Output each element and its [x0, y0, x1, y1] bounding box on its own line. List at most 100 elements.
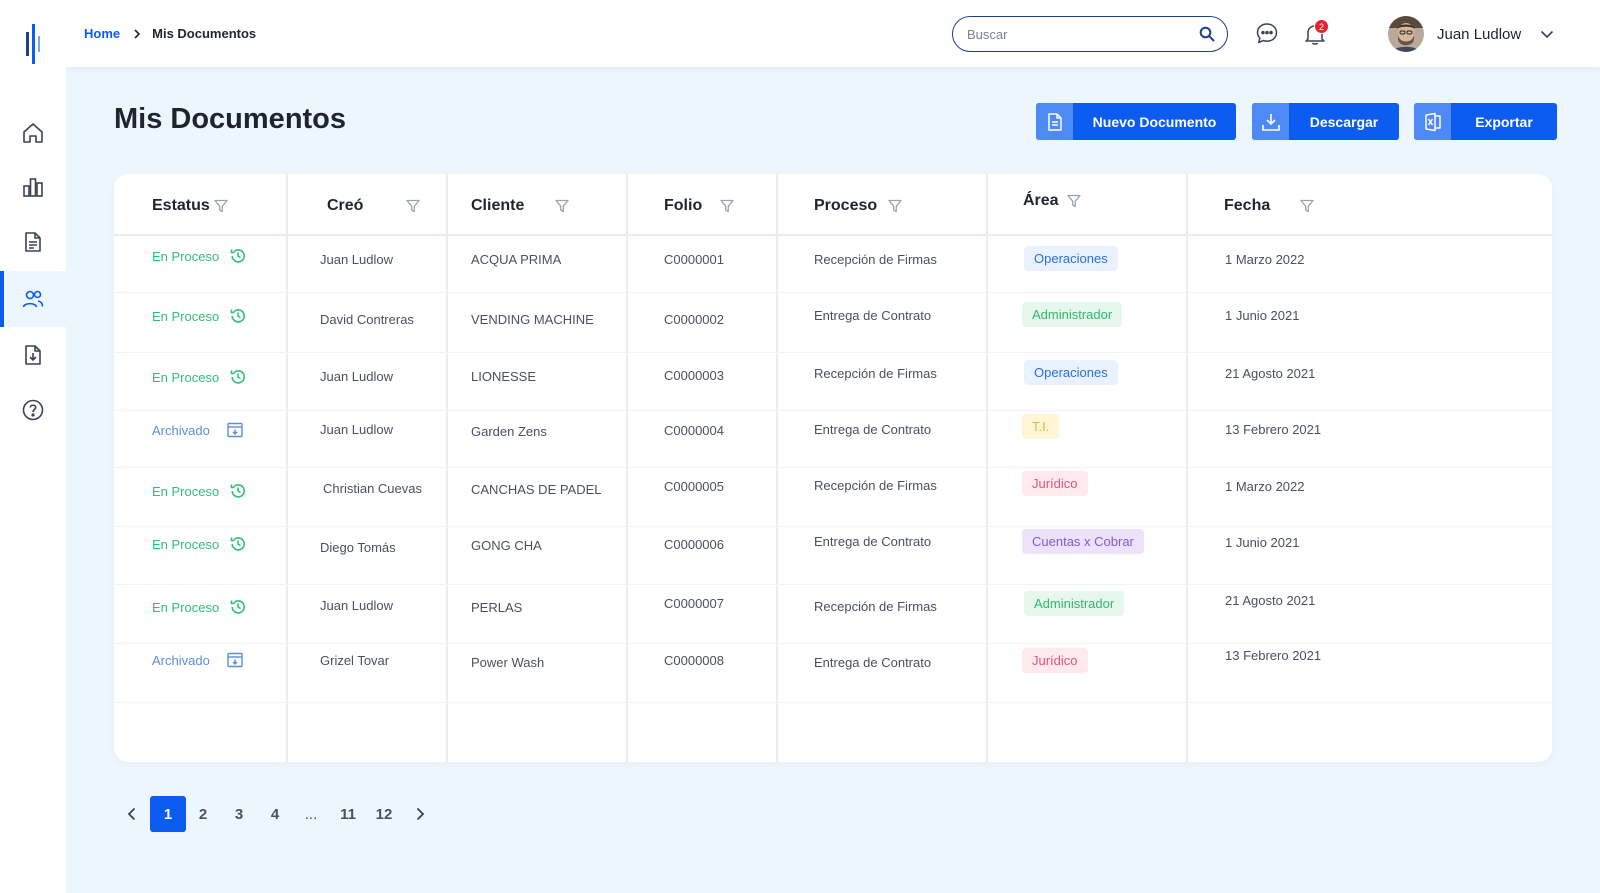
table-cell-creator: Diego Tomás: [320, 540, 396, 555]
column-header-estatus[interactable]: Estatus: [152, 197, 210, 214]
chat-icon[interactable]: [1254, 21, 1280, 47]
status-label: En Proceso: [152, 599, 220, 615]
row-divider: [114, 584, 1552, 585]
table-cell-process: Entrega de Contrato: [814, 655, 932, 670]
breadcrumb-home-link[interactable]: Home: [84, 26, 121, 41]
sidebar-item-users[interactable]: [0, 271, 66, 327]
filter-icon[interactable]: [888, 199, 902, 213]
download-button[interactable]: Descargar: [1252, 103, 1399, 140]
filter-icon[interactable]: [1300, 199, 1314, 213]
pagination-next-icon[interactable]: [412, 806, 428, 822]
area-tag: Operaciones: [1024, 246, 1118, 271]
sidebar-item-help[interactable]: [0, 382, 66, 438]
status-badge[interactable]: En Proceso: [152, 368, 247, 386]
avatar[interactable]: [1388, 16, 1424, 52]
table-cell-client: Garden Zens: [471, 424, 547, 439]
excel-icon: [1424, 112, 1441, 131]
row-divider: [114, 467, 1552, 468]
table-cell-date: 1 Junio 2021: [1225, 535, 1300, 550]
breadcrumb-current: Mis Documentos: [152, 26, 257, 41]
table-cell-client: ACQUA PRIMA: [471, 252, 562, 267]
table-cell-client: Power Wash: [471, 655, 545, 670]
column-divider: [986, 174, 988, 762]
status-badge[interactable]: En Proceso: [152, 482, 247, 500]
search-icon[interactable]: [1199, 26, 1215, 42]
table-cell-creator: David Contreras: [320, 312, 414, 327]
status-badge[interactable]: Archivado: [152, 651, 244, 669]
table-cell-process: Recepción de Firmas: [814, 366, 937, 381]
pagination-page-11[interactable]: 11: [340, 805, 356, 823]
status-badge[interactable]: En Proceso: [152, 247, 247, 265]
page-title: Mis Documentos: [114, 103, 347, 135]
pagination-page-3[interactable]: 3: [234, 805, 244, 823]
pagination-page-4[interactable]: 4: [270, 805, 280, 823]
table-cell-process: Entrega de Contrato: [814, 308, 932, 323]
column-header-proceso[interactable]: Proceso: [814, 197, 878, 214]
table-cell-client: GONG CHA: [471, 538, 542, 553]
home-icon: [23, 123, 43, 143]
filter-icon[interactable]: [1067, 194, 1081, 208]
top-header: Home Mis Documentos 2 Juan Ludlow: [66, 0, 1600, 67]
new-document-label: Nuevo Documento: [1092, 113, 1217, 130]
table-cell-date: 13 Febrero 2021: [1225, 422, 1322, 437]
status-label: En Proceso: [152, 369, 220, 385]
area-tag: Administrador: [1022, 302, 1123, 327]
sidebar-item-home[interactable]: [0, 105, 66, 161]
history-icon: [230, 249, 246, 263]
column-header-folio[interactable]: Folio: [664, 197, 703, 214]
notification-badge: 2: [1314, 19, 1329, 34]
column-header-creo[interactable]: Creó: [327, 197, 364, 214]
pagination-prev-icon[interactable]: [124, 806, 140, 822]
app-logo[interactable]: [24, 22, 42, 66]
status-badge[interactable]: En Proceso: [152, 535, 247, 553]
new-document-button[interactable]: Nuevo Documento: [1036, 103, 1236, 140]
table-cell-process: Recepción de Firmas: [814, 478, 937, 493]
filter-icon[interactable]: [214, 199, 228, 213]
column-header-fecha[interactable]: Fecha: [1224, 197, 1271, 214]
area-tag: Administrador: [1024, 591, 1125, 616]
row-divider: [114, 702, 1552, 703]
status-badge[interactable]: En Proceso: [152, 307, 247, 325]
status-label: En Proceso: [152, 536, 220, 552]
column-header-cliente[interactable]: Cliente: [471, 197, 525, 214]
table-cell-date: 1 Marzo 2022: [1225, 252, 1305, 267]
user-avatar-image: [1388, 16, 1424, 52]
status-badge[interactable]: En Proceso: [152, 598, 247, 616]
history-icon: [230, 600, 246, 614]
sidebar-item-reports[interactable]: [0, 159, 66, 215]
sidebar-item-downloads[interactable]: [0, 327, 66, 383]
filter-icon[interactable]: [406, 199, 420, 213]
filter-icon[interactable]: [720, 199, 734, 213]
export-button[interactable]: Exportar: [1414, 103, 1557, 140]
bar-chart-icon: [23, 178, 43, 197]
chevron-right-icon: [134, 28, 141, 39]
table-cell-process: Entrega de Contrato: [814, 534, 932, 549]
table-cell-folio: C0000005: [664, 479, 724, 494]
table-cell-creator: Juan Ludlow: [320, 252, 393, 267]
status-badge[interactable]: Archivado: [152, 421, 244, 439]
row-divider: [114, 352, 1552, 353]
sidebar: [0, 0, 66, 893]
table-cell-creator: Juan Ludlow: [320, 598, 393, 613]
download-label: Descargar: [1309, 113, 1379, 130]
filter-icon[interactable]: [555, 199, 569, 213]
column-divider: [446, 174, 448, 762]
sidebar-item-documents[interactable]: [0, 214, 66, 270]
help-icon: [22, 399, 44, 421]
user-name[interactable]: Juan Ludlow: [1437, 26, 1522, 43]
column-divider: [1186, 174, 1188, 762]
column-divider: [776, 174, 778, 762]
table-cell-date: 21 Agosto 2021: [1225, 366, 1316, 381]
area-tag: Jurídico: [1022, 648, 1088, 673]
table-cell-folio: C0000008: [664, 653, 724, 668]
pagination-page-2[interactable]: 2: [198, 805, 208, 823]
status-label: En Proceso: [152, 308, 220, 324]
history-icon: [230, 484, 246, 498]
users-icon: [22, 290, 44, 308]
pagination-page-12[interactable]: 12: [375, 805, 393, 823]
chevron-down-icon[interactable]: [1540, 27, 1554, 41]
column-divider: [286, 174, 288, 762]
column-header-area[interactable]: Área: [1023, 192, 1059, 209]
pagination-page-1[interactable]: 1: [150, 796, 186, 832]
search-input[interactable]: [967, 26, 1199, 42]
